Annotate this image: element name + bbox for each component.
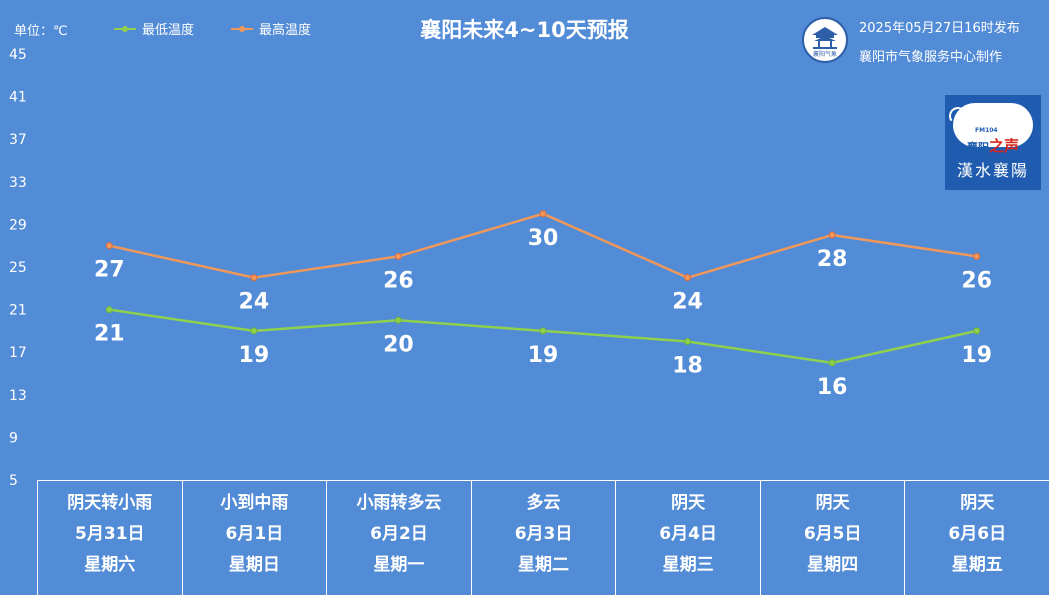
y-tick-label: 29 [9,217,27,233]
high-temp-label: 27 [94,258,125,283]
y-tick-label: 33 [9,175,27,191]
badge-fm: FM104 [975,127,998,134]
issue-time: 2025年05月27日16时发布 [859,21,1020,36]
y-tick-label: 5 [9,473,18,489]
chart-title: 襄阳未来4~10天预报 [420,18,629,42]
low-temp-point [105,306,113,314]
y-tick-label: 9 [9,430,18,446]
low-temp-label: 21 [94,322,125,347]
forecast-day-column: 阴天转小雨 5月31日星期六 [37,481,182,595]
high-temp-point [684,274,692,282]
high-temp-label: 26 [383,268,414,293]
high-temp-point [828,231,836,239]
forecast-day-column: 多云 6月3日星期二 [470,481,616,595]
legend-label-high: 最高温度 [259,23,312,38]
low-temp-point [394,316,402,324]
high-temp-label: 28 [817,247,848,272]
day-weekday: 星期日 [228,555,280,575]
forecast-day-column: 阴天 6月4日星期三 [615,481,760,595]
day-weather: 多云 [526,493,561,513]
low-temp-label: 16 [817,375,848,400]
y-tick-label: 41 [9,90,27,106]
high-temp-label: 24 [239,290,270,315]
badge-station: 襄阳之声 [967,135,1019,156]
pavilion-icon [812,27,838,49]
low-temp-point [539,327,547,335]
low-temp-label: 18 [672,354,703,379]
high-temp-point [250,274,258,282]
high-temp-label: 24 [672,290,703,315]
unit-label: 单位：℃ [14,24,68,39]
day-weekday: 星期三 [662,555,714,575]
low-temp-point [250,327,258,335]
weather-logo: 襄阳气象 [802,17,848,63]
legend-swatch-low [114,25,136,32]
y-tick-label: 37 [9,132,27,148]
high-temp-point [394,252,402,260]
low-temp-label: 20 [383,332,414,357]
radio-badge: FM104 襄阳之声 漢水襄陽 [945,95,1041,190]
day-weather: 阴天 [671,493,706,513]
badge-station-b: 之声 [989,137,1020,155]
low-temp-label: 19 [528,343,559,368]
cloud-icon: FM104 襄阳之声 [953,103,1033,155]
forecast-day-column: 阴天 6月5日星期四 [759,481,905,595]
low-temp-point [828,359,836,367]
day-weekday: 星期一 [373,555,425,575]
high-temp-label: 30 [528,226,559,251]
day-weekday: 星期六 [84,555,136,575]
low-temp-label: 19 [239,343,270,368]
day-weather: 阴天 [960,493,995,513]
y-tick-label: 21 [9,303,27,319]
badge-slogan: 漢水襄陽 [956,161,1029,180]
high-temp-point [973,252,981,260]
day-date: 5月31日 [75,524,145,544]
day-date: 6月2日 [370,524,428,544]
high-temp-point [539,210,547,218]
legend-item-high: 最高温度 [231,19,311,38]
low-temp-label: 19 [961,343,992,368]
low-temp-point [684,338,692,346]
day-date: 6月3日 [514,524,573,544]
legend-swatch-high [231,25,253,32]
day-date: 6月5日 [803,524,862,544]
day-weekday: 星期五 [951,555,1003,575]
day-weekday: 星期二 [518,555,570,575]
y-tick-label: 45 [9,47,27,63]
forecast-table: 阴天转小雨 5月31日星期六 小到中雨 6月1日星期日 小雨转多云 6月2日星期一 多云 6月… [37,480,1049,595]
legend-item-low: 最低温度 [114,19,194,38]
forecast-day-column: 小到中雨 6月1日星期日 [181,481,327,595]
day-weather: 阴天 [815,493,850,513]
day-date: 6月4日 [659,524,717,544]
low-temp-point [973,327,981,335]
day-weather: 小雨转多云 [356,493,442,513]
badge-station-a: 襄阳 [967,141,989,154]
forecast-day-column: 阴天 6月6日星期五 [904,481,1049,595]
forecast-day-column: 小雨转多云 6月2日星期一 [326,481,471,595]
day-date: 6月6日 [948,524,1007,544]
y-tick-label: 17 [9,345,27,361]
y-tick-label: 25 [9,260,27,276]
day-weather: 小到中雨 [220,493,289,513]
y-tick-label: 13 [9,388,27,404]
logo-text: 襄阳气象 [812,51,837,58]
high-temp-label: 26 [961,268,992,293]
high-temp-point [105,242,113,250]
day-weekday: 星期四 [807,555,859,575]
maker-label: 襄阳市气象服务中心制作 [859,50,1003,65]
day-weather: 阴天转小雨 [67,493,153,513]
day-date: 6月1日 [225,524,284,544]
legend-label-low: 最低温度 [142,23,195,38]
